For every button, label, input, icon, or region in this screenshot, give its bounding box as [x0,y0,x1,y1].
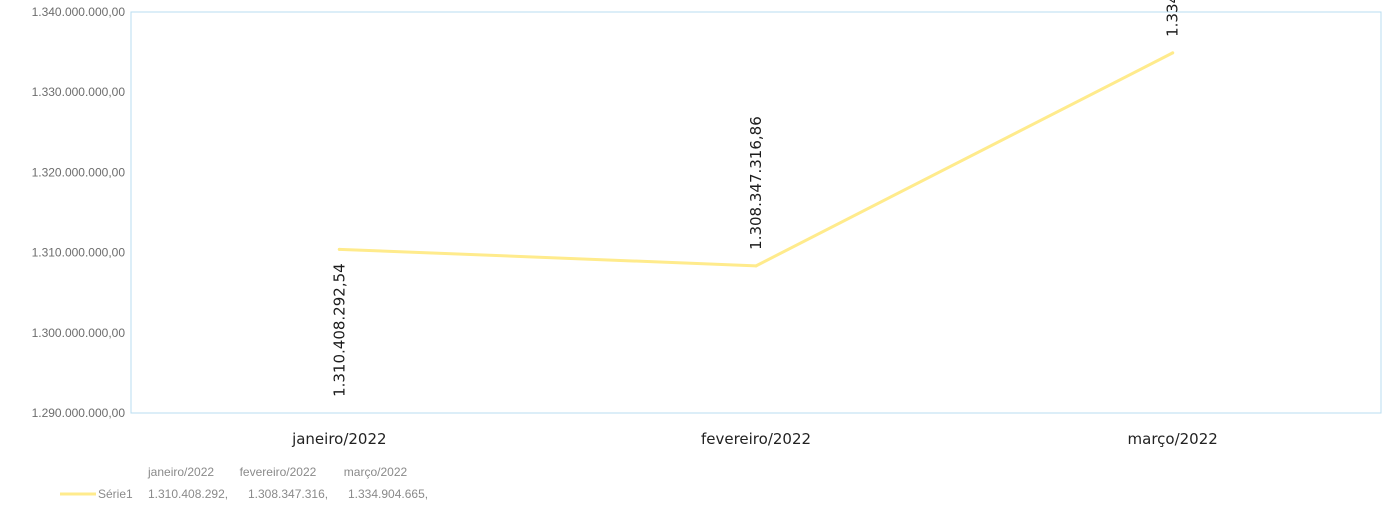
table-value-cell: 1.334.904.665, [348,487,428,501]
data-labels: 1.310.408.292,54 1.308.347.316,86 1.334.90… [330,0,1181,397]
data-point [1171,51,1175,55]
table-header-cell: janeiro/2022 [147,465,214,479]
y-tick-label: 1.330.000.000,00 [32,85,126,99]
x-tick-label: fevereiro/2022 [701,430,811,448]
x-tick-label: março/2022 [1128,430,1218,448]
y-tick-label: 1.300.000.000,00 [32,326,126,340]
table-value-cell: 1.308.347.316, [248,487,328,501]
table-header-cell: fevereiro/2022 [240,465,317,479]
plot-area [130,11,1382,414]
x-tick-label: janeiro/2022 [291,430,387,448]
y-tick-label: 1.340.000.000,00 [32,5,126,19]
table-header-cell: março/2022 [344,465,408,479]
data-label: 1.308.347.316,86 [747,116,765,250]
y-tick-label: 1.320.000.000,00 [32,165,126,179]
table-value-cell: 1.310.408.292, [148,487,228,501]
y-tick-label: 1.290.000.000,00 [32,406,126,420]
data-point [337,247,341,251]
y-tick-label: 1.310.000.000,00 [32,246,126,260]
x-axis-ticks: janeiro/2022 fevereiro/2022 março/2022 [291,430,1218,448]
series-layer [337,51,1175,268]
data-point [754,264,758,268]
data-table: janeiro/2022 fevereiro/2022 março/2022 Séri… [60,465,428,501]
series-name: Série1 [98,487,133,501]
y-axis-ticks: 1.290.000.000,00 1.300.000.000,00 1.310.00… [32,5,126,420]
data-label: 1.310.408.292,54 [330,263,348,397]
data-label: 1.334.904.665,85 [1164,0,1182,37]
